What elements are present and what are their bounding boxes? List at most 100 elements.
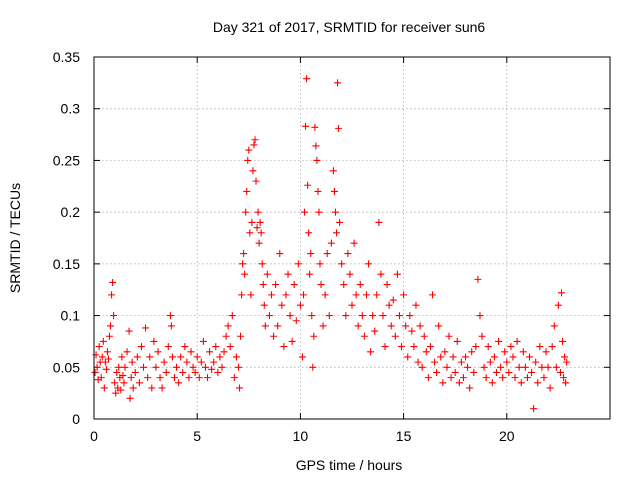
data-point	[457, 358, 465, 366]
data-point	[472, 343, 480, 351]
data-point	[503, 358, 511, 366]
data-point	[344, 250, 352, 258]
data-point	[408, 327, 416, 335]
data-point	[263, 270, 271, 278]
data-point	[276, 250, 284, 258]
data-point	[542, 348, 550, 356]
data-point	[280, 343, 288, 351]
data-point	[398, 343, 406, 351]
data-point	[314, 187, 322, 195]
data-point	[400, 291, 408, 299]
data-point	[515, 363, 523, 371]
data-point	[160, 358, 168, 366]
data-point	[334, 79, 342, 87]
data-point	[354, 322, 362, 330]
y-tick-label: 0.35	[53, 49, 80, 65]
data-point	[242, 208, 250, 216]
data-point	[158, 384, 166, 392]
x-tick-label: 10	[293, 428, 309, 444]
data-point	[319, 322, 327, 330]
data-point	[183, 358, 191, 366]
data-point	[455, 379, 463, 387]
data-point	[117, 386, 125, 394]
data-point	[113, 368, 121, 376]
data-point	[250, 141, 258, 149]
data-point	[226, 343, 234, 351]
data-point	[185, 374, 193, 382]
data-point	[93, 363, 101, 371]
data-point	[526, 353, 534, 361]
data-point	[98, 353, 106, 361]
data-point	[466, 384, 474, 392]
data-point	[431, 358, 439, 366]
data-point	[538, 363, 546, 371]
data-point	[373, 291, 381, 299]
data-point	[259, 281, 267, 289]
data-point	[414, 358, 422, 366]
data-point	[115, 363, 123, 371]
data-point	[204, 374, 212, 382]
data-point	[224, 322, 232, 330]
data-point	[257, 229, 265, 237]
data-point	[265, 312, 273, 320]
x-tick-label: 5	[193, 428, 201, 444]
data-point	[140, 363, 148, 371]
data-point	[445, 332, 453, 340]
data-point	[329, 167, 337, 175]
data-point	[258, 260, 266, 268]
data-point	[552, 363, 560, 371]
data-point	[175, 379, 183, 387]
data-point	[333, 229, 341, 237]
data-point	[142, 324, 150, 332]
data-point	[402, 322, 410, 330]
data-point	[123, 348, 131, 356]
y-tick-label: 0.1	[61, 308, 81, 324]
y-tick-label: 0.2	[61, 204, 81, 220]
data-point	[563, 358, 571, 366]
data-point	[177, 353, 185, 361]
data-point	[424, 374, 432, 382]
data-point	[125, 327, 133, 335]
data-point	[492, 368, 500, 376]
data-point	[406, 312, 414, 320]
data-point	[187, 348, 195, 356]
data-point	[216, 353, 224, 361]
data-point	[251, 136, 259, 144]
data-point	[294, 260, 302, 268]
data-point	[127, 374, 135, 382]
data-point	[316, 260, 324, 268]
data-point	[164, 343, 172, 351]
data-point	[393, 270, 401, 278]
y-tick-label: 0.15	[53, 256, 80, 272]
data-point	[340, 281, 348, 289]
data-point	[335, 124, 343, 132]
data-point	[234, 363, 242, 371]
data-point	[206, 348, 214, 356]
data-point	[181, 343, 189, 351]
x-tick-label: 20	[499, 428, 515, 444]
data-point	[103, 348, 111, 356]
data-point	[420, 332, 428, 340]
data-point	[166, 312, 174, 320]
data-point	[199, 337, 207, 345]
data-point	[490, 353, 498, 361]
data-point	[296, 301, 304, 309]
data-point	[453, 337, 461, 345]
data-point	[325, 312, 333, 320]
data-point	[189, 363, 197, 371]
data-point	[507, 343, 515, 351]
data-point	[544, 363, 552, 371]
data-point	[530, 405, 538, 413]
data-point	[449, 353, 457, 361]
data-point	[356, 281, 364, 289]
data-point	[240, 250, 248, 258]
data-point	[441, 348, 449, 356]
data-point	[131, 368, 139, 376]
data-point	[505, 368, 513, 376]
data-point	[214, 368, 222, 376]
data-point	[418, 363, 426, 371]
data-point	[330, 187, 338, 195]
data-point	[365, 260, 373, 268]
data-point	[301, 208, 309, 216]
data-point	[327, 239, 335, 247]
